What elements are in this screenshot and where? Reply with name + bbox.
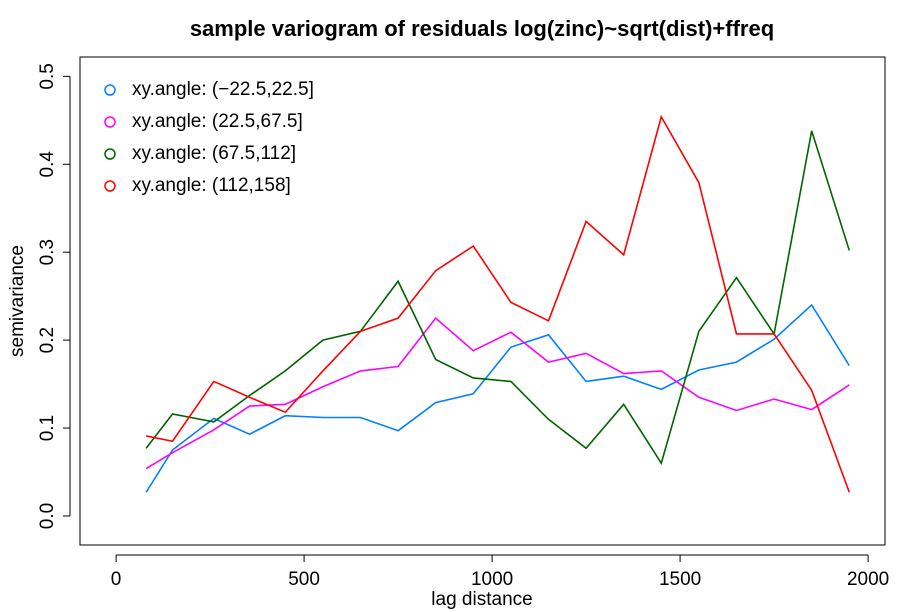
x-tick-label: 500 bbox=[288, 569, 320, 590]
y-tick-label: 0.2 bbox=[37, 327, 58, 353]
legend-symbol bbox=[104, 148, 116, 160]
y-tick-label: 0.5 bbox=[37, 63, 58, 89]
x-axis-label: lag distance bbox=[431, 589, 532, 610]
x-tick-label: 0 bbox=[111, 569, 122, 590]
y-tick-label: 0.1 bbox=[37, 415, 58, 441]
y-tick-label: 0.0 bbox=[37, 503, 58, 529]
plot-box bbox=[79, 56, 886, 546]
legend-symbol bbox=[104, 180, 116, 192]
y-axis-label: semivariance bbox=[7, 245, 28, 357]
x-tick-label: 1000 bbox=[471, 569, 513, 590]
series-line bbox=[145, 130, 851, 466]
series-line bbox=[145, 316, 850, 470]
legend-label: xy.angle: (−22.5,22.5] bbox=[132, 79, 314, 100]
chart-title: sample variogram of residuals log(zinc)~… bbox=[190, 16, 774, 41]
x-tick-label: 1500 bbox=[659, 569, 701, 590]
legend-symbol bbox=[104, 84, 116, 96]
series-line bbox=[145, 303, 850, 493]
y-tick-label: 0.3 bbox=[37, 239, 58, 265]
legend-symbol bbox=[104, 116, 116, 128]
legend-label: xy.angle: (67.5,112] bbox=[132, 143, 296, 164]
y-tick-label: 0.4 bbox=[37, 151, 58, 178]
legend-label: xy.angle: (22.5,67.5] bbox=[132, 111, 303, 132]
legend-label: xy.angle: (112,158] bbox=[132, 175, 291, 196]
series-line bbox=[146, 114, 851, 493]
x-tick-label: 2000 bbox=[847, 569, 889, 590]
